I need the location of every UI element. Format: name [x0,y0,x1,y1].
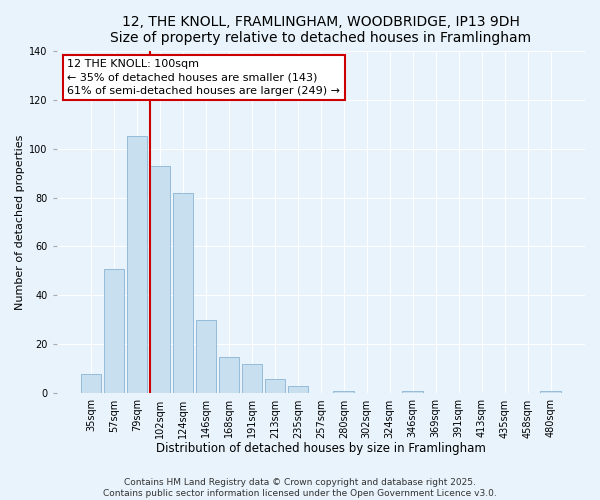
Bar [173,192,193,394]
Bar [242,364,262,394]
Text: 12 THE KNOLL: 100sqm
← 35% of detached houses are smaller (143)
61% of semi-deta: 12 THE KNOLL: 100sqm ← 35% of detached h… [67,59,340,96]
Bar [196,320,216,394]
Bar [541,391,561,394]
Bar [334,391,354,394]
Bar [81,374,101,394]
Bar [104,268,124,394]
Bar [149,166,170,394]
Bar [127,136,148,394]
Bar [287,386,308,394]
Title: 12, THE KNOLL, FRAMLINGHAM, WOODBRIDGE, IP13 9DH
Size of property relative to de: 12, THE KNOLL, FRAMLINGHAM, WOODBRIDGE, … [110,15,532,45]
Bar [265,379,285,394]
Bar [218,356,239,394]
Text: Contains HM Land Registry data © Crown copyright and database right 2025.
Contai: Contains HM Land Registry data © Crown c… [103,478,497,498]
Y-axis label: Number of detached properties: Number of detached properties [15,134,25,310]
X-axis label: Distribution of detached houses by size in Framlingham: Distribution of detached houses by size … [156,442,486,455]
Bar [403,391,423,394]
